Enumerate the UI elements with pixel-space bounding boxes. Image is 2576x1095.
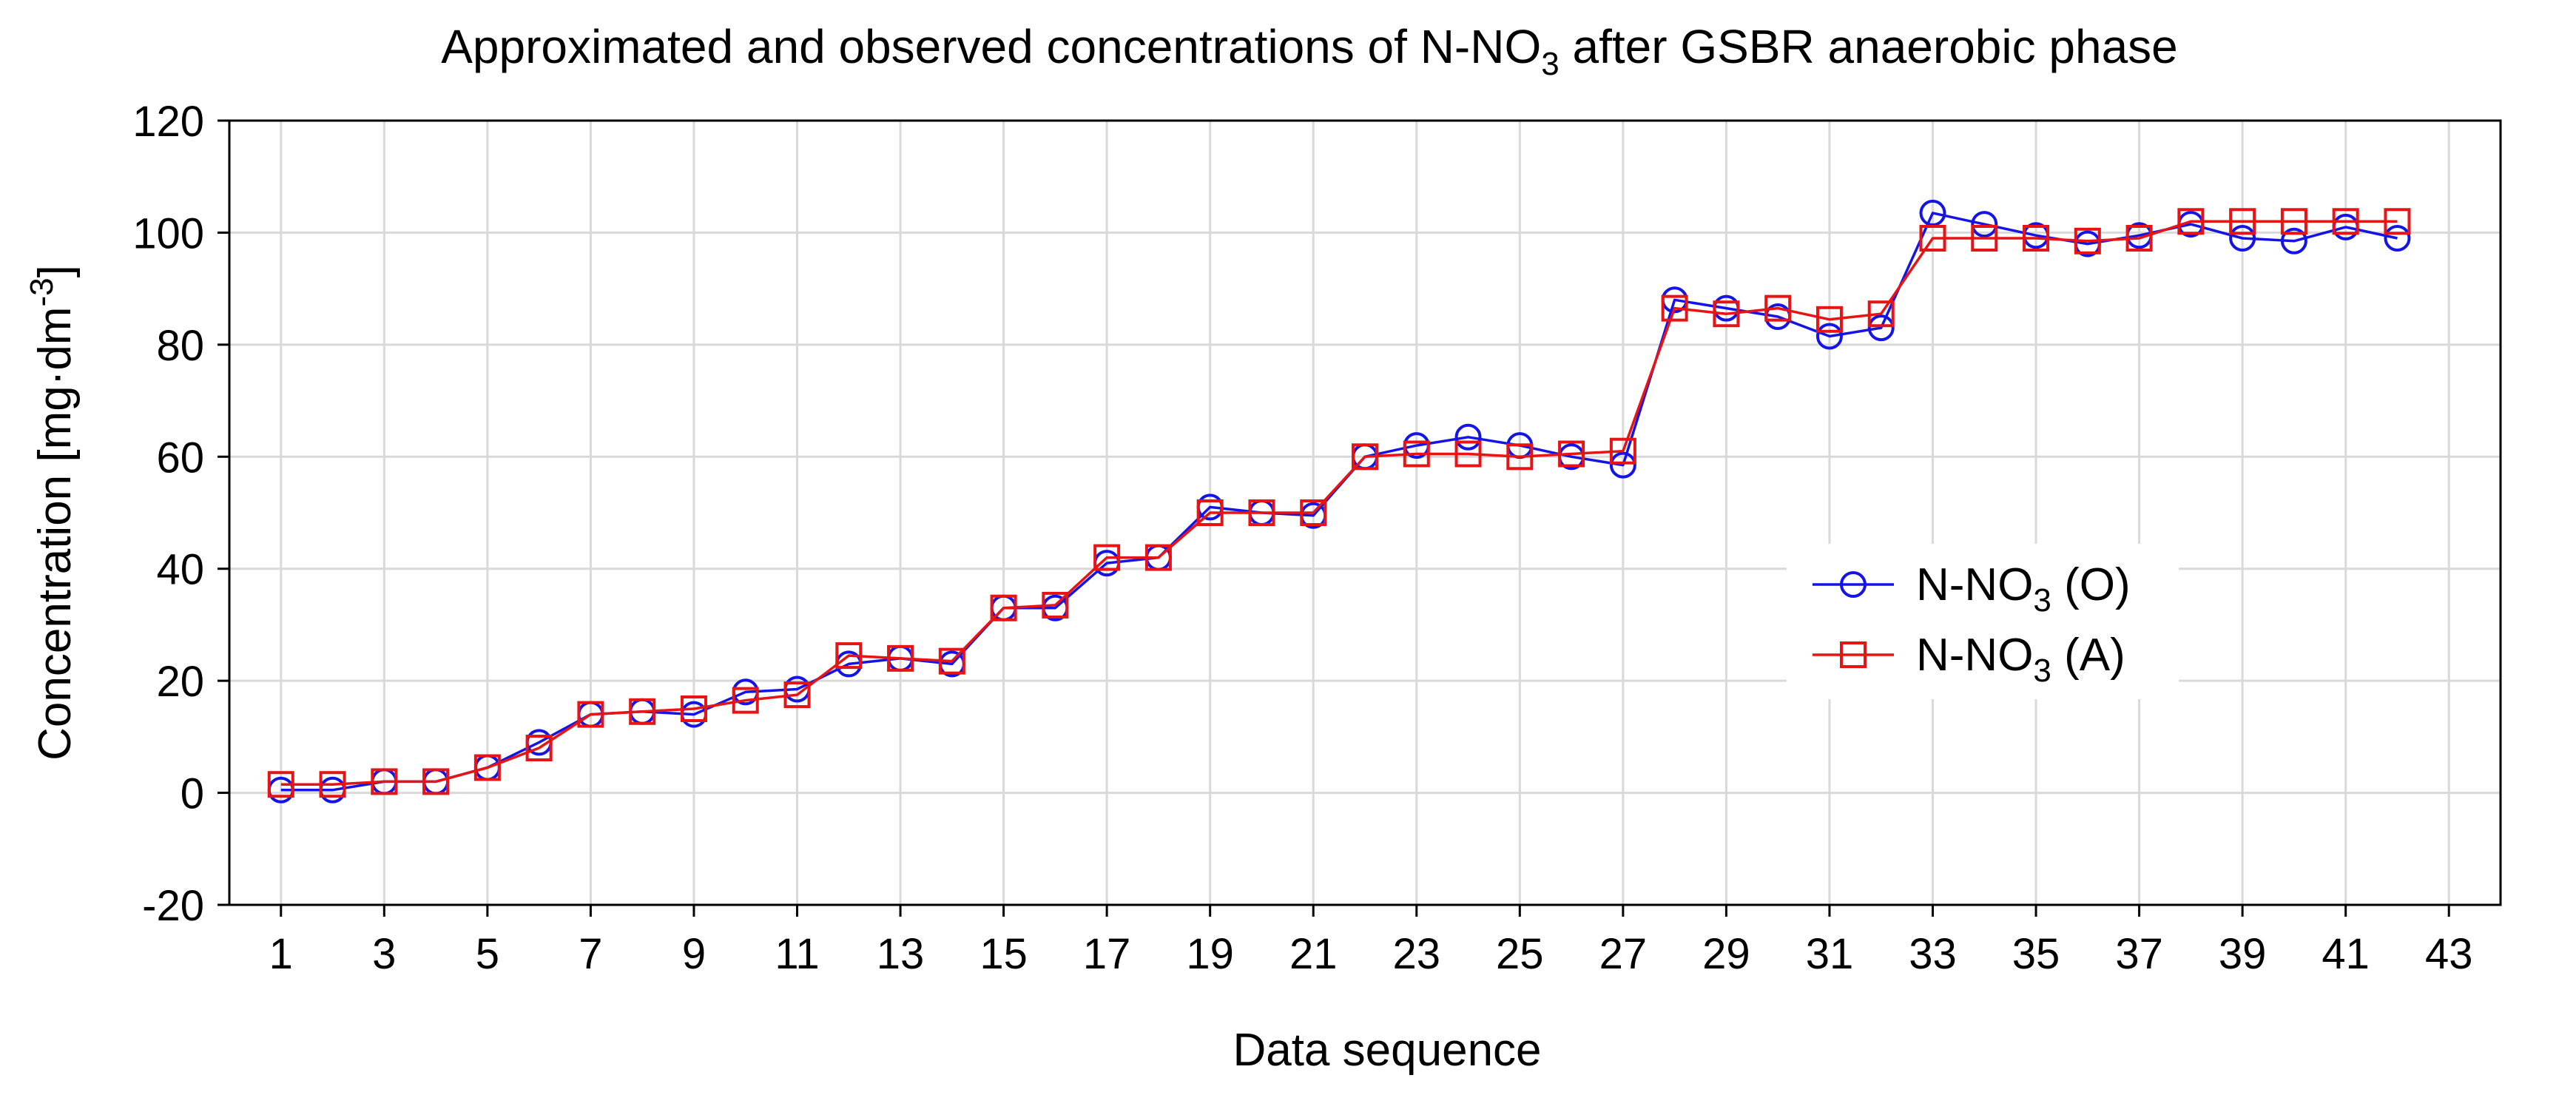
data-point-approximated [783, 681, 811, 709]
data-point-approximated [1971, 225, 1998, 252]
data-point-approximated [680, 695, 707, 722]
data-point-approximated [473, 754, 501, 781]
legend-label-observed: N-NO3 (O) [1916, 559, 2131, 619]
y-tick-label: 100 [132, 209, 204, 257]
x-tick-label: 19 [1186, 930, 1234, 978]
y-tick-label: 80 [156, 322, 204, 370]
data-point-approximated [1352, 443, 1378, 471]
y-axis-label: Concentration [mg·dm-3] [24, 265, 81, 761]
data-point-approximated [2074, 227, 2101, 255]
data-point-observed [1919, 199, 1946, 226]
x-tick-label: 13 [877, 930, 925, 978]
legend-marker-square [1840, 641, 1867, 668]
series-square [267, 208, 2411, 798]
data-point-approximated [1196, 499, 1224, 526]
data-point-approximated [1919, 225, 1946, 252]
data-point-approximated [2177, 208, 2205, 235]
series-line [280, 220, 2398, 786]
x-tick-label: 27 [1599, 930, 1648, 978]
x-tick-label: 3 [372, 930, 396, 978]
x-tick-label: 17 [1083, 930, 1131, 978]
x-axis-tick-labels: 1 3 5 7 9 11 13 15 17 19 21 23 25 27 29 31 33 35 37 39 41 43 [269, 930, 2473, 978]
x-tick-label: 37 [2115, 930, 2163, 978]
data-point-observed [1971, 211, 1998, 238]
data-point-observed [1454, 423, 1482, 451]
data-point-approximated [525, 735, 553, 761]
x-tick-label: 29 [1702, 930, 1750, 978]
plot-area-frame [228, 119, 2502, 906]
data-point-approximated [1144, 544, 1172, 571]
y-tick-label: 0 [181, 770, 204, 818]
data-point-observed [2229, 225, 2256, 252]
data-point-approximated [887, 644, 914, 672]
series-layer [267, 199, 2411, 803]
data-point-observed [1867, 314, 1895, 342]
data-point-approximated [1506, 443, 1534, 471]
data-point-approximated [1609, 437, 1636, 465]
data-point-approximated [1661, 294, 1688, 322]
y-axis-tick-labels: -20 0 20 40 60 80 100 120 [132, 98, 204, 930]
data-point-approximated [1300, 499, 1327, 526]
data-point-approximated [422, 768, 450, 795]
y-tick-label: 120 [132, 98, 204, 146]
data-point-observed [2280, 227, 2307, 255]
x-tick-label: 39 [2219, 930, 2267, 978]
x-tick-label: 7 [579, 930, 602, 978]
data-point-approximated [1248, 499, 1275, 526]
x-tick-label: 21 [1289, 930, 1338, 978]
data-point-observed [1609, 451, 1636, 479]
data-point-approximated [2280, 208, 2307, 235]
x-tick-label: 33 [1909, 930, 1957, 978]
y-tick-label: 60 [156, 434, 204, 482]
data-point-approximated [1713, 300, 1740, 328]
legend-marker-circle [1840, 571, 1867, 598]
x-tick-label: 15 [980, 930, 1028, 978]
legend: N-NO3 (O) N-NO3 (A) [1787, 544, 2179, 699]
data-point-approximated [835, 642, 863, 670]
x-tick-label: 35 [2012, 930, 2060, 978]
data-point-approximated [732, 687, 759, 714]
data-point-approximated [1815, 306, 1843, 333]
x-tick-label: 23 [1393, 930, 1441, 978]
data-point-approximated [2384, 208, 2411, 235]
x-tick-label: 43 [2425, 930, 2473, 978]
data-point-approximated [267, 771, 294, 798]
y-tick-label: 40 [156, 546, 204, 594]
x-axis-label: Data sequence [1233, 1025, 1541, 1076]
data-point-approximated [629, 698, 656, 725]
data-point-approximated [1558, 440, 1585, 468]
y-tick-label: -20 [142, 882, 204, 930]
data-point-approximated [2023, 225, 2050, 252]
data-point-approximated [990, 594, 1017, 621]
x-tick-label: 5 [476, 930, 499, 978]
data-point-approximated [319, 771, 346, 798]
x-tick-label: 31 [1806, 930, 1854, 978]
data-point-approximated [1454, 440, 1482, 468]
data-point-approximated [2332, 208, 2359, 235]
data-point-approximated [1093, 544, 1121, 571]
x-tick-label: 41 [2322, 930, 2370, 978]
axis-ticks [218, 119, 2450, 917]
data-point-approximated [2125, 225, 2153, 252]
data-point-approximated [1403, 440, 1430, 468]
data-point-observed [2384, 225, 2411, 252]
chart-title: Approximated and observed concentrations… [441, 20, 2178, 82]
x-tick-label: 25 [1496, 930, 1544, 978]
data-point-approximated [1867, 300, 1895, 328]
data-point-approximated [371, 768, 398, 795]
legend-label-approximated: N-NO3 (A) [1916, 630, 2125, 689]
x-tick-label: 9 [682, 930, 706, 978]
legend-background [1787, 544, 2179, 699]
y-tick-label: 20 [156, 658, 204, 706]
data-point-approximated [1764, 294, 1792, 322]
data-point-approximated [2229, 208, 2256, 235]
data-point-approximated [1042, 591, 1069, 619]
x-tick-label: 1 [269, 930, 293, 978]
x-tick-label: 11 [775, 930, 819, 978]
data-point-approximated [938, 647, 965, 675]
data-point-observed [1815, 323, 1843, 350]
data-point-approximated [577, 701, 604, 728]
